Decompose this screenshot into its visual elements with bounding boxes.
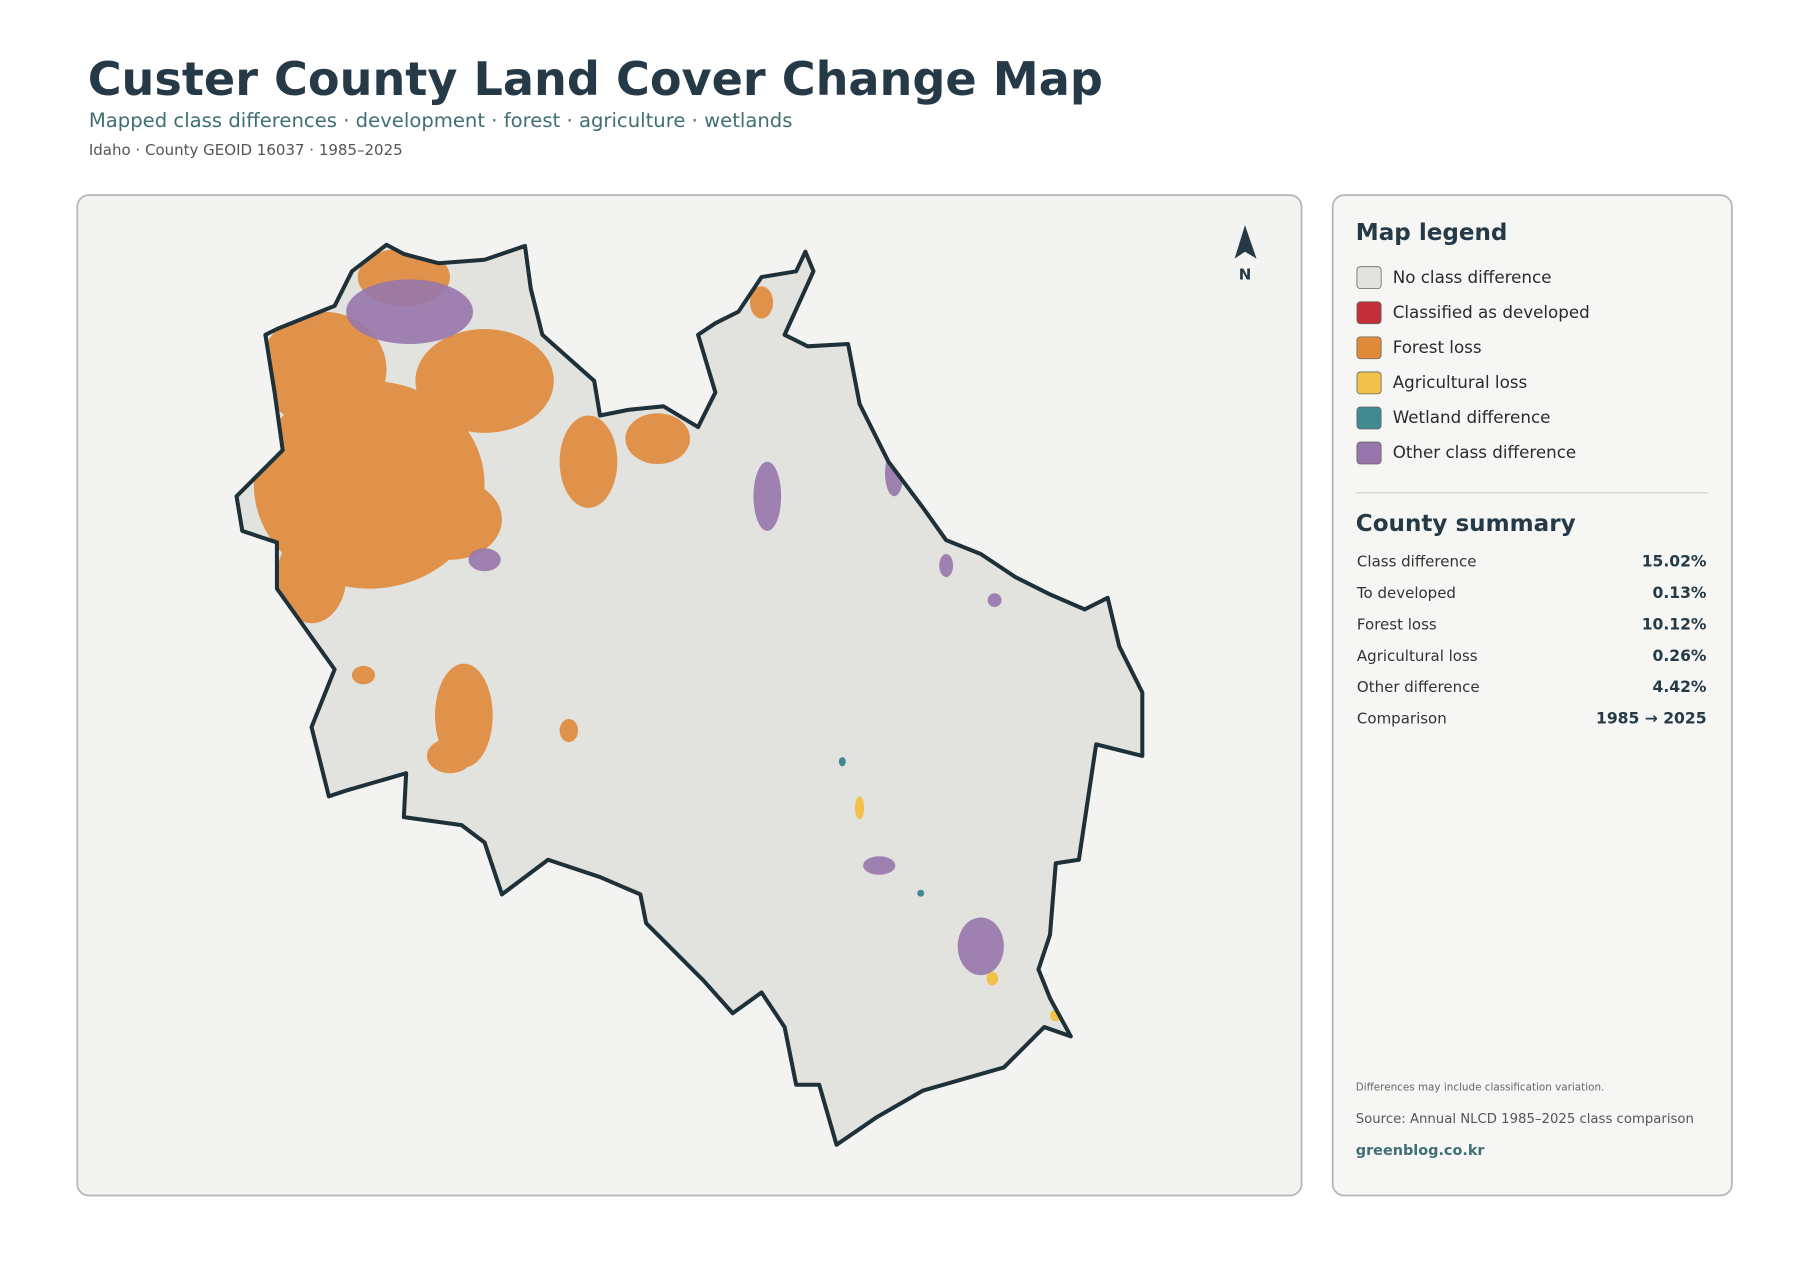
summary-value: 15.02% xyxy=(1642,553,1707,571)
legend: No class difference Classified as develop… xyxy=(1356,266,1590,465)
summary-label: Other difference xyxy=(1357,678,1480,696)
legend-swatch xyxy=(1356,301,1382,325)
meta: Idaho · County GEOID 16037 · 1985–2025 xyxy=(89,141,403,159)
legend-label: Wetland difference xyxy=(1393,407,1551,427)
source: Source: Annual NLCD 1985–2025 class comp… xyxy=(1356,1112,1694,1127)
summary-value: 0.26% xyxy=(1653,647,1707,665)
north-arrow xyxy=(1234,225,1257,259)
subtitle: Mapped class differences · development ·… xyxy=(89,109,793,132)
legend-swatch xyxy=(1356,441,1382,465)
county-outline xyxy=(234,242,1145,1147)
legend-label: No class difference xyxy=(1393,267,1552,287)
north-label: N xyxy=(1239,265,1252,283)
legend-swatch xyxy=(1356,336,1382,360)
legend-label: Agricultural loss xyxy=(1393,372,1528,392)
summary-value: 0.13% xyxy=(1653,584,1707,602)
summary-label: Forest loss xyxy=(1357,615,1437,633)
legend-swatch xyxy=(1356,406,1382,430)
title: Custer County Land Cover Change Map xyxy=(88,52,1103,106)
site: greenblog.co.kr xyxy=(1356,1143,1486,1159)
legend-title: Map legend xyxy=(1356,220,1508,246)
summary-label: Class difference xyxy=(1357,553,1477,571)
summary-value: 1985 → 2025 xyxy=(1596,710,1707,728)
note: Differences may include classification v… xyxy=(1356,1082,1605,1094)
legend-label: Classified as developed xyxy=(1393,302,1590,322)
legend-label: Other class difference xyxy=(1393,442,1577,462)
summary-label: Agricultural loss xyxy=(1357,647,1478,665)
legend-label: Forest loss xyxy=(1393,337,1482,357)
summary: Class difference 15.02% To developed 0.13% F… xyxy=(1356,553,1707,728)
summary-value: 10.12% xyxy=(1642,615,1707,633)
legend-swatch xyxy=(1356,266,1382,290)
summary-title: County summary xyxy=(1356,511,1576,537)
summary-value: 4.42% xyxy=(1653,678,1707,696)
side-panel xyxy=(1331,194,1733,1197)
legend-swatch xyxy=(1356,371,1382,395)
summary-label: Comparison xyxy=(1357,710,1447,728)
summary-label: To developed xyxy=(1356,584,1456,602)
